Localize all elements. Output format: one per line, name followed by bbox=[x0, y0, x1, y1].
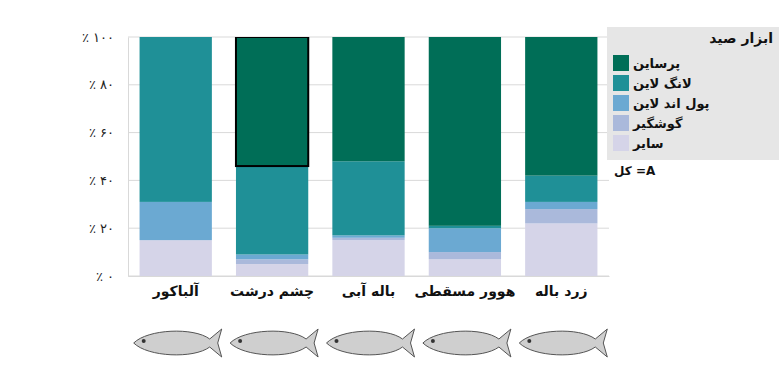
x-tick: آلباکور bbox=[152, 276, 200, 300]
y-axis: ٪ ۰ ٪ ۲۰ ٪ ۴۰ ٪ ۶۰ ٪ ۸۰ ٪ ۱۰۰ bbox=[82, 30, 129, 284]
bar-segment bbox=[429, 259, 501, 276]
x-tick-label: چشم درشت bbox=[230, 283, 314, 300]
legend-swatch bbox=[613, 55, 629, 71]
bar-segment bbox=[525, 209, 597, 223]
fish-icon bbox=[230, 329, 318, 357]
x-tick-label: زرد باله bbox=[535, 283, 587, 299]
legend-swatch bbox=[613, 95, 629, 111]
bar-segment bbox=[236, 166, 308, 254]
fish-icons bbox=[134, 329, 608, 357]
fish-eye bbox=[335, 339, 339, 343]
bar-segment bbox=[236, 259, 308, 264]
legend: ابزار صید پرساین لانگ لاین پول اند لاین گوشگ… bbox=[607, 27, 779, 160]
legend-swatch bbox=[613, 75, 629, 91]
legend-label: لانگ لاین bbox=[633, 76, 692, 91]
bar-segment bbox=[140, 37, 212, 202]
bar-segment bbox=[525, 202, 597, 209]
x-axis: آلباکور چشم درشت باله آبی هوور مسقطی زرد بال… bbox=[129, 276, 610, 300]
fish-eye bbox=[142, 339, 146, 343]
x-tick-label: آلباکور bbox=[152, 282, 200, 300]
bar-segment bbox=[236, 37, 308, 166]
fish-eye bbox=[238, 339, 242, 343]
legend-swatch bbox=[613, 115, 629, 131]
fish-eye bbox=[431, 339, 435, 343]
fish-eye bbox=[527, 339, 531, 343]
bar-segment bbox=[332, 238, 404, 240]
fish-body bbox=[134, 329, 222, 357]
legend-box bbox=[607, 27, 779, 160]
bar-segment bbox=[140, 37, 212, 38]
y-tick: ٪ ۲۰ bbox=[89, 221, 128, 236]
fish-body bbox=[519, 329, 607, 357]
plot: ٪ ۰ ٪ ۲۰ ٪ ۴۰ ٪ ۶۰ ٪ ۸۰ ٪ ۱۰۰ آلباکور چشم درشت ب… bbox=[82, 30, 610, 300]
y-tick-label: ٪ ۸۰ bbox=[89, 77, 114, 92]
bar-segment bbox=[525, 223, 597, 276]
bar-segment bbox=[429, 252, 501, 259]
bar-segment bbox=[236, 264, 308, 276]
y-tick-label: ٪ ۰ bbox=[96, 269, 114, 284]
bar-segment bbox=[429, 228, 501, 252]
bar-segment bbox=[140, 240, 212, 276]
y-tick: ٪ ۶۰ bbox=[89, 125, 128, 140]
grid bbox=[128, 37, 609, 276]
fish-body bbox=[423, 329, 511, 357]
legend-label: پول اند لاین bbox=[633, 96, 709, 111]
legend-swatch bbox=[613, 135, 629, 151]
bars bbox=[140, 37, 598, 276]
bar-segment bbox=[332, 161, 404, 235]
chart: ٪ ۰ ٪ ۲۰ ٪ ۴۰ ٪ ۶۰ ٪ ۸۰ ٪ ۱۰۰ آلباکور چشم درشت ب… bbox=[0, 0, 779, 386]
x-tick: چشم درشت bbox=[230, 276, 314, 300]
bar-segment bbox=[525, 176, 597, 202]
y-tick: ٪ ۰ bbox=[96, 269, 128, 284]
y-tick-label: ٪ ۱۰۰ bbox=[82, 30, 114, 45]
bar-segment bbox=[236, 254, 308, 259]
x-tick-label: باله آبی bbox=[342, 282, 395, 299]
fish-icon bbox=[327, 329, 415, 357]
x-tick: باله آبی bbox=[342, 276, 395, 299]
y-tick: ٪ ۸۰ bbox=[89, 77, 128, 92]
x-tick: هوور مسقطی bbox=[414, 276, 515, 300]
bar-segment bbox=[429, 226, 501, 228]
fish-icon bbox=[519, 329, 607, 357]
bar-segment bbox=[332, 240, 404, 276]
bar-segment bbox=[429, 37, 501, 226]
bar-segment bbox=[332, 235, 404, 237]
y-tick-label: ٪ ۴۰ bbox=[89, 173, 114, 188]
x-axis-line bbox=[129, 276, 610, 277]
legend-label: گوشگیر bbox=[632, 116, 683, 131]
fish-body bbox=[327, 329, 415, 357]
x-tick: زرد باله bbox=[535, 276, 587, 299]
fish-icon bbox=[423, 329, 511, 357]
fish-icon bbox=[134, 329, 222, 357]
y-tick-label: ٪ ۶۰ bbox=[89, 125, 114, 140]
bar-segment bbox=[332, 37, 404, 161]
legend-label: سایر bbox=[632, 136, 664, 151]
legend-label: پرساین bbox=[633, 56, 680, 71]
legend-title: ابزار صید bbox=[709, 30, 773, 47]
bar-segment bbox=[140, 202, 212, 240]
y-axis-line bbox=[128, 38, 129, 277]
y-tick: ٪ ۴۰ bbox=[89, 173, 128, 188]
y-tick: ٪ ۱۰۰ bbox=[82, 30, 128, 45]
bar-segment bbox=[525, 37, 597, 176]
annotation: کل =A bbox=[614, 164, 656, 178]
x-tick-label: هوور مسقطی bbox=[414, 283, 515, 300]
fish-body bbox=[230, 329, 318, 357]
y-tick-label: ٪ ۲۰ bbox=[89, 221, 114, 236]
